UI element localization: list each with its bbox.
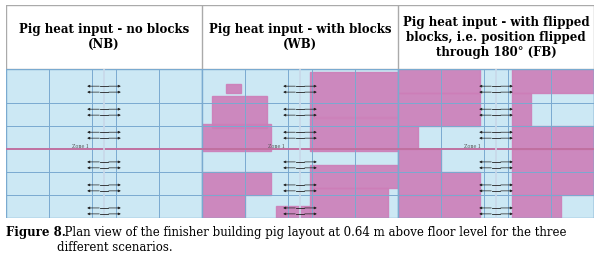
Text: Zone 1: Zone 1 <box>72 144 89 149</box>
Bar <box>202 172 271 194</box>
Bar <box>398 93 481 126</box>
Text: Pig heat input - with flipped
blocks, i.e. position flipped
through 180° (FB): Pig heat input - with flipped blocks, i.… <box>403 16 589 59</box>
Text: Plan view of the finisher building pig layout at 0.64 m above floor level for th: Plan view of the finisher building pig l… <box>57 226 566 254</box>
Bar <box>310 165 398 188</box>
Bar <box>202 124 271 151</box>
Bar <box>398 194 481 218</box>
Bar <box>310 188 388 218</box>
Text: Zone 1: Zone 1 <box>464 144 481 149</box>
Bar <box>202 194 245 218</box>
Bar <box>277 206 310 218</box>
Text: Pig heat input - with blocks
(WB): Pig heat input - with blocks (WB) <box>209 23 391 51</box>
Bar <box>226 84 241 93</box>
Bar <box>398 69 481 93</box>
Bar <box>512 149 594 194</box>
Bar <box>398 149 441 194</box>
Bar <box>512 93 531 126</box>
Bar <box>310 72 398 117</box>
Text: Zone 1: Zone 1 <box>268 144 285 149</box>
Bar <box>512 69 594 93</box>
Bar <box>212 96 266 128</box>
Text: Figure 8.: Figure 8. <box>6 226 66 239</box>
Text: Pig heat input - no blocks
(NB): Pig heat input - no blocks (NB) <box>19 23 189 51</box>
Bar <box>512 126 594 149</box>
Bar <box>441 172 481 194</box>
Bar <box>398 126 418 149</box>
Bar <box>310 118 398 151</box>
Bar <box>512 194 560 218</box>
